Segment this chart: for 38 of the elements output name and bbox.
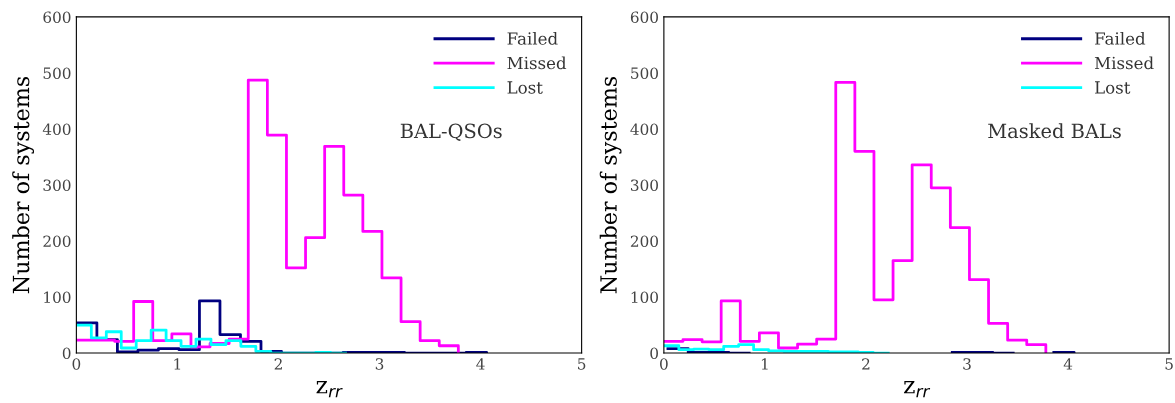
x-tick-label: 3: [375, 358, 384, 370]
legend-label: Missed: [507, 56, 567, 70]
y-tick-label: 500: [631, 67, 658, 79]
x-tick-label: 0: [660, 358, 668, 370]
legend-label: Failed: [507, 31, 558, 45]
x-tick-label: 0: [72, 358, 81, 370]
x-tick-label: 1: [761, 358, 768, 370]
y-tick-label: 600: [630, 11, 658, 23]
x-tick-label: 1: [174, 358, 181, 370]
y-tick-label: 0: [62, 347, 71, 360]
x-tick-label: 4: [1063, 358, 1073, 370]
legend-label: Lost: [1095, 81, 1131, 94]
y-tick-label: 200: [43, 235, 71, 248]
legend-label: Failed: [1095, 31, 1146, 45]
y-tick-label: 100: [631, 291, 658, 304]
x-tick-label: 3: [963, 358, 971, 370]
annotation: Masked BALs: [988, 123, 1121, 139]
y-tick-label: 0: [650, 347, 658, 360]
y-axis-title: Number of systems: [12, 76, 35, 294]
x-tick-label: 4: [476, 358, 485, 370]
x-tick-label: 5: [1165, 358, 1173, 370]
y-tick-label: 400: [630, 123, 658, 135]
annotation: BAL-QSOs: [400, 123, 502, 142]
y-tick-label: 100: [44, 291, 71, 304]
y-tick-label: 400: [42, 123, 71, 135]
y-tick-label: 300: [631, 179, 658, 191]
y-axis-title: Number of systems: [599, 76, 622, 294]
legend-label: Missed: [1094, 56, 1154, 70]
x-axis-title: z$_{rr}$: [903, 381, 931, 398]
y-tick-label: 500: [43, 67, 71, 79]
x-tick-label: 5: [578, 358, 586, 370]
x-tick-label: 2: [274, 358, 282, 370]
y-tick-label: 200: [630, 235, 658, 248]
x-tick-label: 2: [862, 358, 870, 370]
x-axis-title: z$_{rr}$: [316, 381, 343, 398]
y-tick-label: 600: [43, 11, 71, 23]
y-tick-label: 300: [43, 179, 71, 191]
legend-label: Lost: [507, 81, 543, 94]
